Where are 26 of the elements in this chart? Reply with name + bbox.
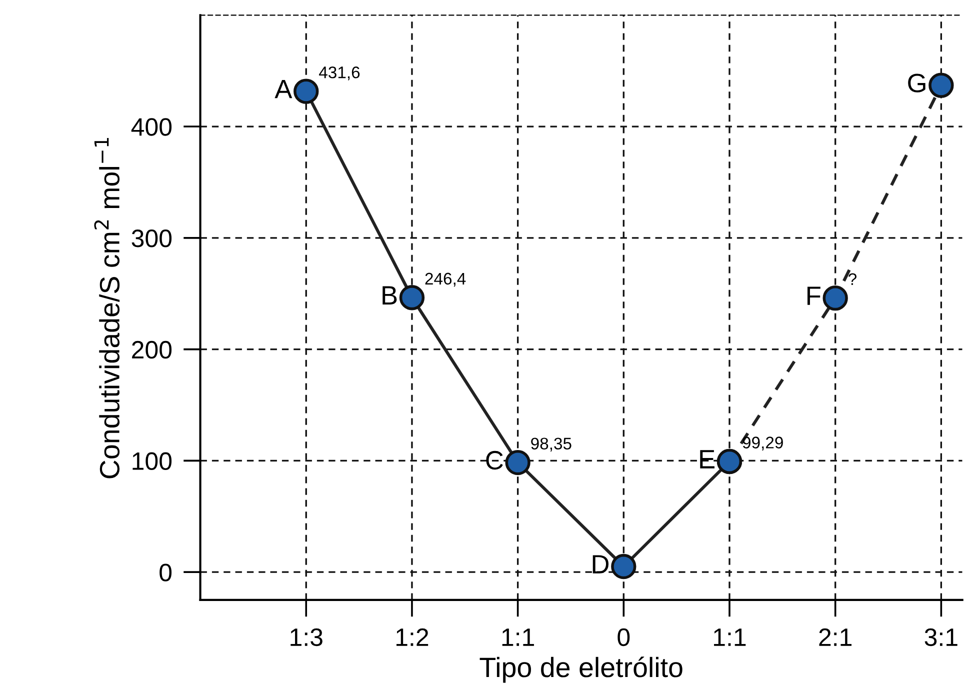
data-label: 246,4 [425, 272, 466, 287]
y-tick-label: 200 [132, 340, 172, 359]
annotation: A [274, 80, 292, 98]
x-tick-label: 0 [618, 628, 630, 646]
y-axis-title: Condutividade/S cm$^{2}$ mol$^{−1}$ [94, 138, 120, 478]
y-tick-label: 400 [131, 118, 172, 136]
y-tick-label: 100 [132, 452, 172, 470]
annotation: D [592, 555, 608, 574]
x-tick-label: 1:1 [714, 628, 746, 646]
annotation: G [908, 74, 926, 92]
data-label: ? [848, 273, 856, 285]
annotation: C [486, 450, 503, 470]
x-tick-label: 3:1 [924, 628, 958, 646]
y-tick-label: 300 [132, 230, 172, 248]
data-label: 431,6 [319, 66, 360, 80]
y-tick-label: 0 [160, 564, 172, 582]
x-tick-label: 1:1 [502, 628, 534, 646]
data-label: 99,29 [742, 436, 783, 450]
x-axis-title: Tipo de eletrólito [480, 656, 682, 683]
annotation: F [807, 286, 820, 305]
annotation: E [700, 450, 714, 468]
x-tick-label: 1:3 [290, 628, 322, 646]
x-tick-label: 2:1 [819, 628, 852, 646]
data-label: 98,35 [531, 438, 572, 452]
annotation: B [382, 286, 397, 304]
x-tick-label: 1:2 [396, 628, 428, 646]
